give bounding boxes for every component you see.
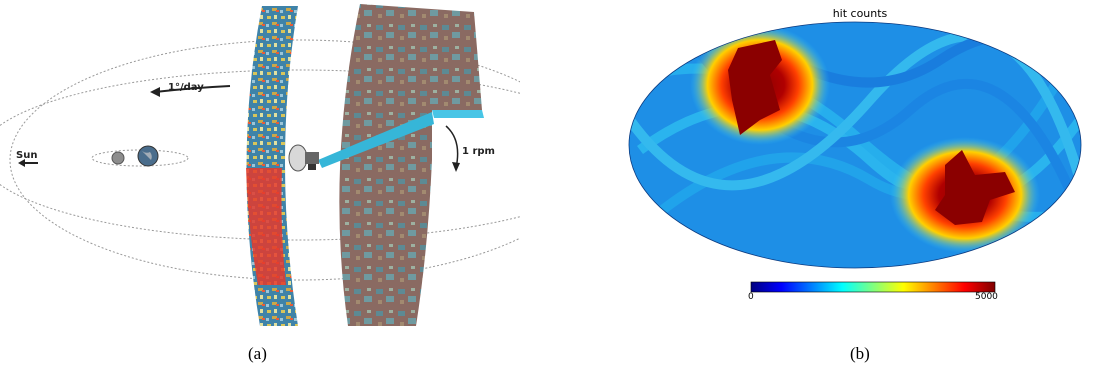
sun-label: Sun bbox=[16, 150, 38, 161]
caption-b: (b) bbox=[850, 344, 870, 363]
hot-spot-south bbox=[890, 137, 1040, 253]
map-title: hit counts bbox=[832, 7, 888, 20]
sky-patch bbox=[339, 4, 482, 326]
hit-count-sky-map bbox=[628, 21, 1082, 293]
scan-strategy-illustration bbox=[0, 4, 621, 326]
caption-a: (a) bbox=[248, 344, 267, 363]
satellite-icon bbox=[288, 144, 319, 172]
hit-counts-panel: hit counts bbox=[610, 0, 1110, 330]
line-of-sight-beam bbox=[318, 112, 434, 168]
orbit-arrowhead bbox=[150, 87, 160, 97]
colorbar bbox=[750, 281, 996, 293]
sun-arrowhead bbox=[18, 159, 25, 167]
scan-ring-hot-region bbox=[246, 168, 286, 285]
moon-icon bbox=[111, 151, 125, 165]
spin-direction-arrow bbox=[445, 125, 459, 169]
spin-rate-label: 1 rpm bbox=[462, 146, 495, 157]
orbit-direction-arrow bbox=[154, 85, 231, 93]
scan-strategy-panel: Sun 1°/day 1 rpm bbox=[0, 0, 621, 330]
hot-spot-north bbox=[690, 25, 830, 145]
colorbar-min-label: 0 bbox=[748, 292, 754, 302]
orbit-rate-label: 1°/day bbox=[168, 82, 204, 93]
colorbar-max-label: 5000 bbox=[975, 292, 998, 302]
